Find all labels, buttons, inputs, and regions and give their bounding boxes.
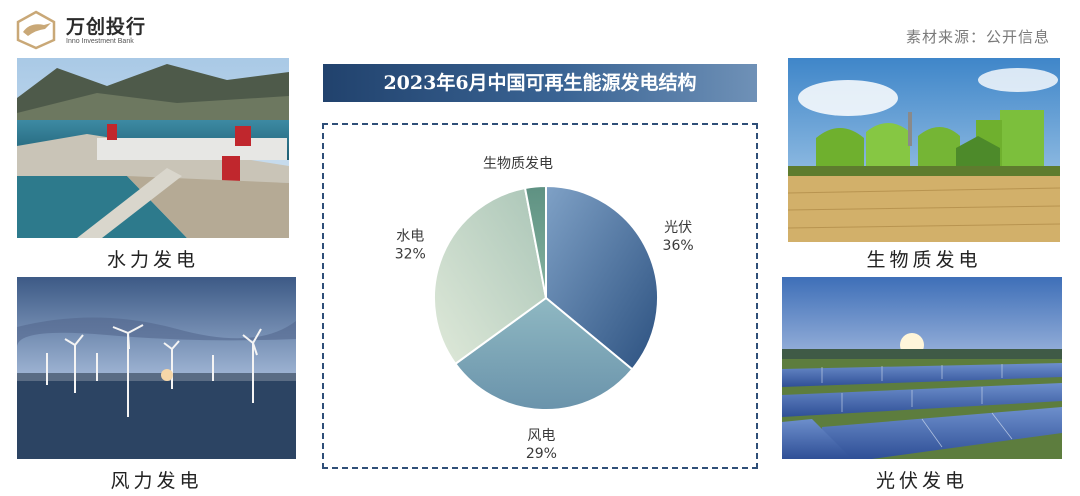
label-pv-value: 36% bbox=[663, 238, 694, 254]
label-pv-name: 光伏 bbox=[664, 220, 692, 236]
chart-title: 2023年6月中国可再生能源发电结构 bbox=[323, 64, 757, 102]
label-hydro-value: 32% bbox=[395, 246, 426, 262]
wind-caption: 风力发电 bbox=[110, 470, 203, 492]
brand-subtitle: Inno Investment Bank bbox=[66, 38, 134, 45]
label-biomass-name: 生物质发电 bbox=[483, 156, 553, 172]
brand-logo: 万创投行 Inno Investment Bank bbox=[14, 10, 174, 50]
label-wind-value: 29% bbox=[526, 446, 557, 462]
label-pv: 光伏 36% bbox=[663, 220, 694, 254]
hydro-photo bbox=[17, 58, 289, 238]
label-biomass: 生物质发电 bbox=[483, 156, 553, 172]
brand-name: 万创投行 bbox=[66, 16, 147, 38]
biomass-caption: 生物质发电 bbox=[866, 249, 982, 271]
pie-chart: 光伏 36% 风电 29% 水电 32% 生物质发电 bbox=[395, 156, 694, 462]
slice-pv bbox=[545, 184, 659, 371]
label-wind-name: 风电 bbox=[527, 428, 555, 444]
label-hydro: 水电 32% bbox=[395, 228, 426, 262]
chart-frame: 光伏 36% 风电 29% 水电 32% 生物质发电 bbox=[322, 123, 758, 469]
solar-photo bbox=[782, 277, 1062, 459]
wind-photo bbox=[17, 277, 296, 459]
slice-biomass bbox=[523, 184, 547, 299]
solar-caption: 光伏发电 bbox=[875, 470, 968, 492]
label-wind: 风电 29% bbox=[526, 428, 557, 462]
slice-wind bbox=[453, 296, 634, 411]
hydro-caption: 水力发电 bbox=[106, 249, 199, 271]
brand-mark-icon bbox=[16, 10, 56, 50]
biomass-photo bbox=[788, 58, 1060, 242]
source-note: 素材来源：公开信息 bbox=[905, 28, 1050, 46]
slice-hydro bbox=[433, 186, 548, 366]
label-hydro-name: 水电 bbox=[396, 228, 424, 244]
